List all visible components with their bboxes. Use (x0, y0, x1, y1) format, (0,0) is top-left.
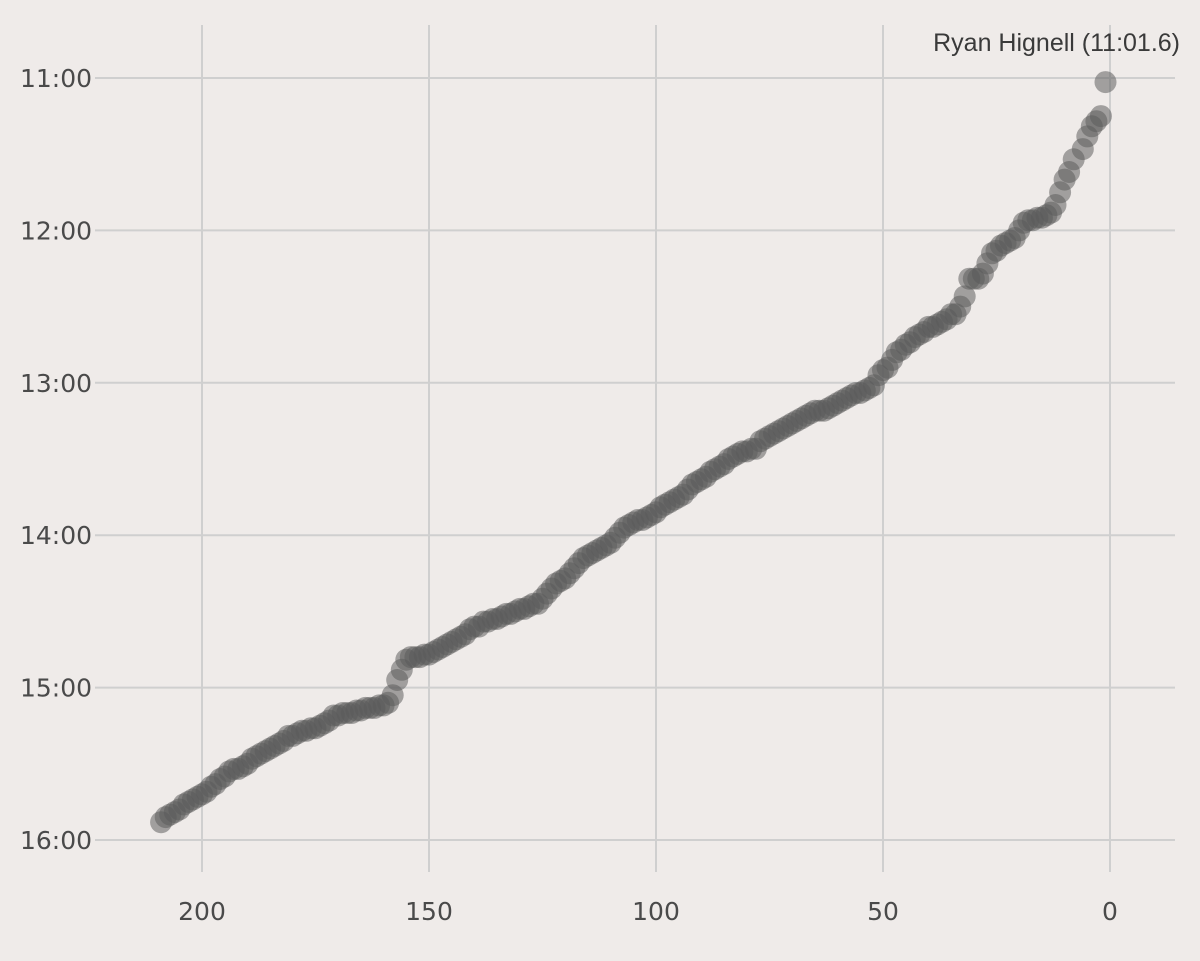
x-tick-label: 150 (405, 897, 453, 926)
finisher-point (958, 267, 981, 290)
finisher-point (150, 811, 173, 834)
tick-labels: 200 150 100 50 0 11:00 12:00 13:00 14:00 15:00 16:… (20, 64, 1118, 926)
data-points (150, 71, 1117, 834)
y-tick-label: 15:00 (20, 674, 92, 703)
x-tick-label: 200 (178, 897, 226, 926)
y-tick-label: 14:00 (20, 521, 92, 550)
y-tick-label: 13:00 (20, 369, 92, 398)
finisher-point (1094, 71, 1117, 94)
y-tick-label: 11:00 (20, 64, 92, 93)
grid-layer (95, 25, 1175, 872)
y-tick-label: 12:00 (20, 216, 92, 245)
top-finisher-annotation: Ryan Hignell (11:01.6) (933, 29, 1180, 57)
y-tick-label: 16:00 (20, 826, 92, 855)
x-tick-label: 50 (867, 897, 899, 926)
x-tick-label: 0 (1102, 897, 1118, 926)
x-tick-label: 100 (632, 897, 680, 926)
